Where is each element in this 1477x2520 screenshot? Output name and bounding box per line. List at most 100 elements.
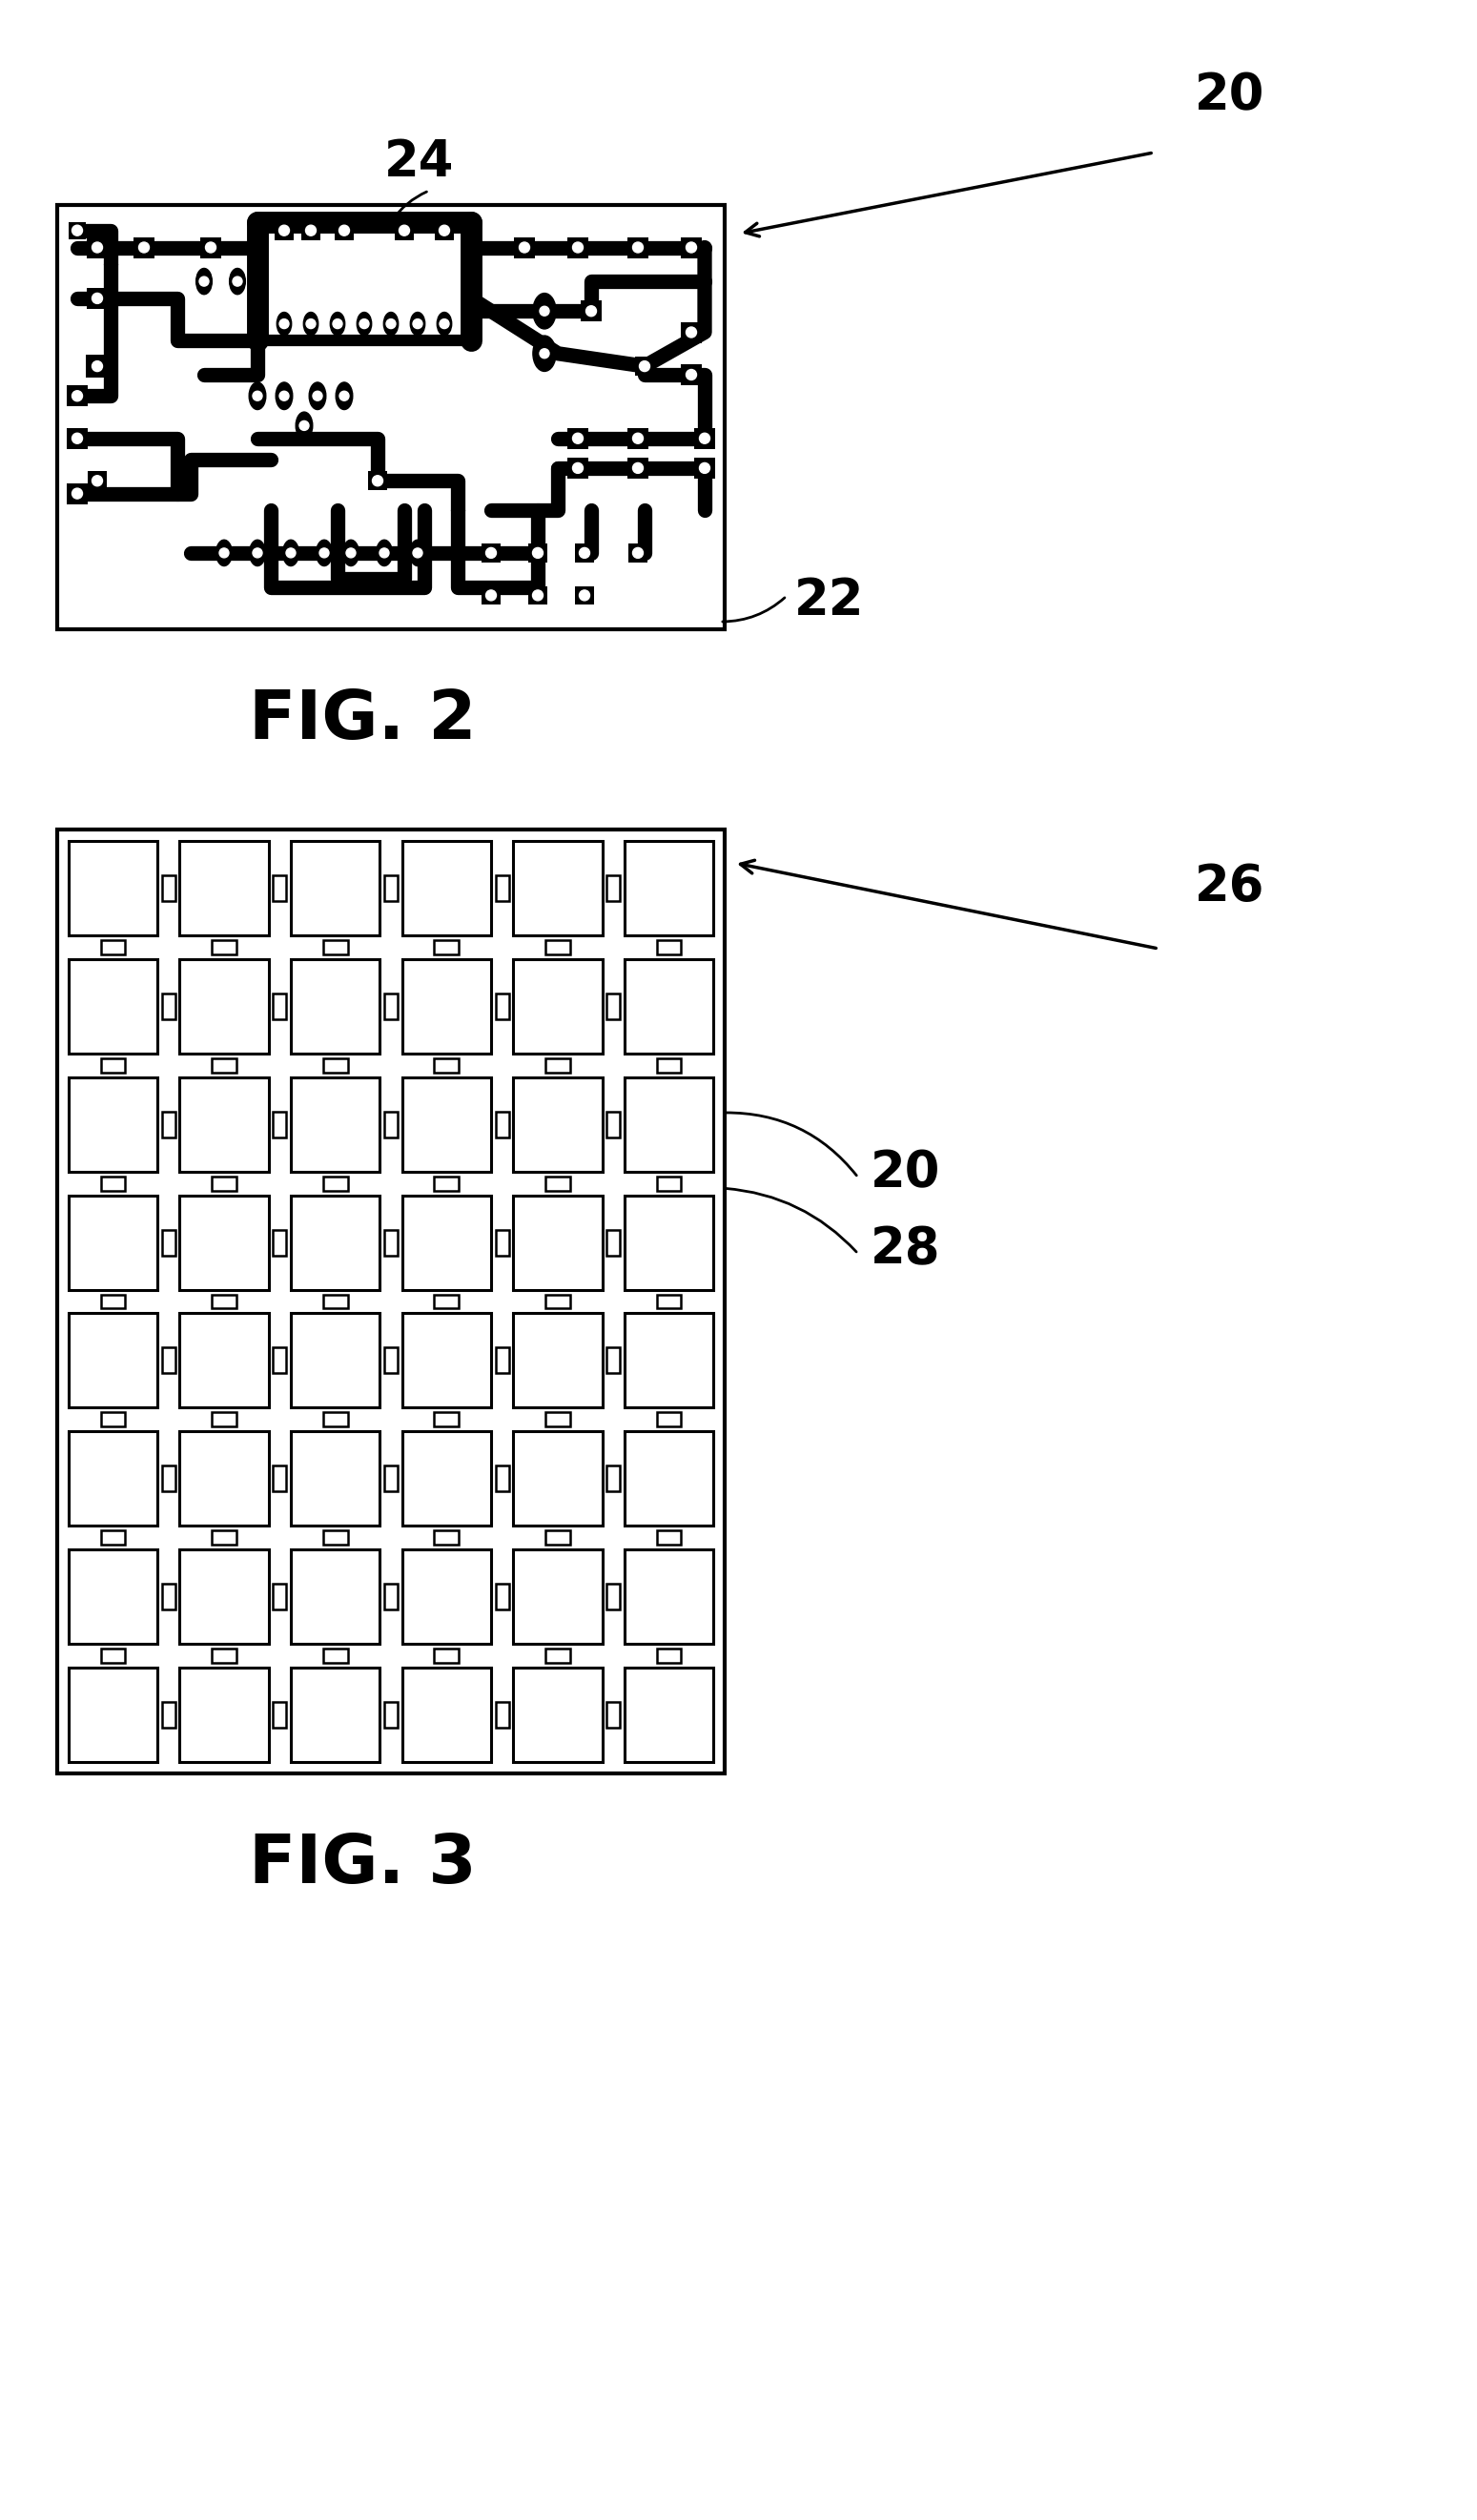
Bar [628,237,648,257]
Circle shape [520,242,530,252]
Bar [273,1701,287,1726]
Bar [575,587,594,605]
Bar [567,459,588,479]
Bar [607,1230,620,1255]
Circle shape [92,242,102,252]
Ellipse shape [409,539,425,567]
Bar [323,1058,347,1074]
Bar [434,1295,459,1308]
Bar [211,1295,236,1308]
Bar [434,222,453,239]
Bar [180,842,269,935]
Bar [273,1467,287,1492]
Bar [545,1411,570,1426]
Bar [58,829,725,1774]
Bar [529,544,546,562]
Bar [514,842,603,935]
Bar [625,1194,713,1290]
Bar [180,1431,269,1525]
Bar [625,1076,713,1172]
Bar [628,459,648,479]
Circle shape [139,242,149,252]
Ellipse shape [335,383,353,411]
Bar [273,874,287,902]
Bar [384,1583,397,1610]
Bar [495,1348,510,1373]
Bar [625,1668,713,1761]
Bar [273,1111,287,1137]
Bar [162,993,176,1021]
Circle shape [219,549,229,557]
Bar [384,874,397,902]
Bar [273,1230,287,1255]
Bar [180,1668,269,1761]
Bar [495,1701,510,1726]
Ellipse shape [229,267,245,295]
Bar [495,1583,510,1610]
Circle shape [253,549,263,557]
Bar [323,1177,347,1189]
Circle shape [359,320,369,328]
Bar [625,1313,713,1409]
Ellipse shape [303,312,318,335]
Bar [273,1583,287,1610]
Bar [657,1295,681,1308]
Circle shape [340,391,349,401]
Bar [162,1467,176,1492]
Circle shape [300,421,309,431]
Circle shape [533,547,544,557]
Bar [100,1530,126,1545]
Bar [402,1076,490,1172]
Bar [100,1177,126,1189]
Bar [625,960,713,1053]
Bar [495,1230,510,1255]
Bar [434,940,459,955]
Bar [68,1313,158,1409]
Bar [384,993,397,1021]
Bar [545,1295,570,1308]
Bar [514,1313,603,1409]
Bar [545,1648,570,1663]
Bar [402,1431,490,1525]
Circle shape [539,307,549,315]
Bar [162,1111,176,1137]
Bar [69,222,86,239]
Bar [514,1194,603,1290]
Bar [402,842,490,935]
Bar [58,204,725,630]
Bar [545,940,570,955]
Circle shape [72,433,83,444]
Text: 28: 28 [871,1225,941,1273]
Circle shape [319,549,329,557]
Bar [384,1467,397,1492]
Bar [180,960,269,1053]
Bar [68,1668,158,1761]
Bar [335,222,353,239]
Ellipse shape [196,267,213,295]
Bar [66,428,87,449]
Circle shape [573,242,583,252]
Bar [495,874,510,902]
Bar [291,1076,380,1172]
Bar [402,960,490,1053]
Bar [68,960,158,1053]
Bar [628,428,648,449]
Circle shape [414,549,422,557]
Bar [657,1177,681,1189]
Circle shape [306,320,316,328]
Ellipse shape [216,539,232,567]
Bar [384,1111,397,1137]
Bar [625,842,713,935]
Bar [180,1550,269,1643]
Circle shape [414,320,422,328]
Bar [434,1411,459,1426]
Bar [273,993,287,1021]
Bar [87,471,106,491]
Bar [657,1648,681,1663]
Bar [607,1583,620,1610]
Ellipse shape [284,539,298,567]
Bar [257,222,471,340]
Circle shape [632,547,642,557]
Circle shape [199,277,208,287]
Circle shape [92,360,102,370]
